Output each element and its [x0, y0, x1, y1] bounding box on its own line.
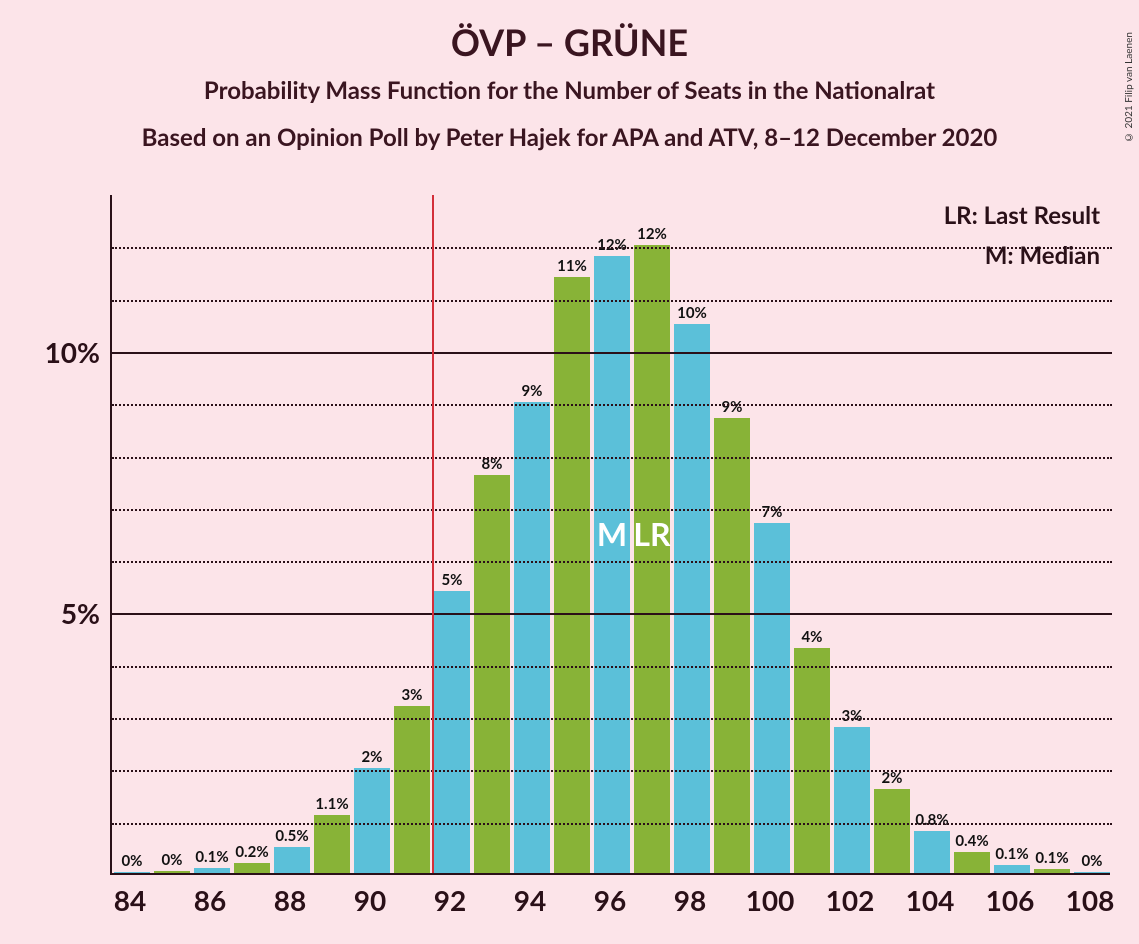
x-axis-label: 90 — [354, 883, 386, 917]
bar: 11% — [554, 277, 591, 873]
bar: 9% — [514, 402, 551, 873]
gridline-minor — [112, 718, 1112, 720]
vertical-reference-line — [432, 195, 434, 873]
gridline-minor — [112, 404, 1112, 406]
bar-value-label: 10% — [677, 304, 707, 322]
bar: 9% — [714, 418, 751, 873]
bar: 0% — [154, 871, 191, 873]
gridline-minor — [112, 770, 1112, 772]
bar-value-label: 5% — [441, 571, 462, 589]
gridline-minor — [112, 561, 1112, 563]
x-axis-label: 86 — [194, 883, 226, 917]
y-axis-label: 10% — [20, 335, 100, 369]
bar-value-label: 0% — [1081, 852, 1102, 870]
bar: 3% — [834, 727, 871, 873]
gridline-minor — [112, 457, 1112, 459]
bar-value-label: 0% — [121, 852, 142, 870]
bar-value-label: 9% — [721, 398, 742, 416]
bar-value-label: 7% — [761, 503, 782, 521]
bar: 0% — [1074, 872, 1111, 873]
chart-area: LR: Last Result M: Median 0%0%0.1%0.2%0.… — [110, 195, 1110, 875]
bar: 0.8% — [914, 831, 951, 873]
bar-value-label: 0.5% — [275, 827, 308, 845]
bar: 5% — [434, 591, 471, 873]
x-axis-label: 108 — [1066, 883, 1115, 917]
bar-value-label: 0.2% — [235, 843, 268, 861]
x-axis-label: 92 — [434, 883, 466, 917]
bar: 0.2% — [234, 863, 271, 873]
bar: 2% — [874, 789, 911, 873]
bar: 7% — [754, 523, 791, 873]
bar-value-label: 0.1% — [195, 848, 228, 866]
bar: 8% — [474, 475, 511, 873]
bar: 4% — [794, 648, 831, 873]
bar-value-label: 11% — [557, 257, 587, 275]
gridline-minor — [112, 666, 1112, 668]
gridline-major — [112, 352, 1112, 354]
bar-value-label: 4% — [801, 628, 822, 646]
gridline-minor — [112, 509, 1112, 511]
x-axis-label: 98 — [674, 883, 706, 917]
bar: 12% — [634, 245, 671, 873]
bar-value-label: 9% — [521, 382, 542, 400]
chart-title: ÖVP – GRÜNE — [0, 20, 1139, 64]
gridline-minor — [112, 300, 1112, 302]
x-axis-label: 106 — [986, 883, 1035, 917]
bar-value-label: 12% — [597, 236, 627, 254]
bar-value-label: 0.8% — [915, 811, 948, 829]
chart-source-line: Based on an Opinion Poll by Peter Hajek … — [0, 123, 1139, 152]
last-result-marker: LR — [633, 514, 670, 553]
bar: 0.1% — [194, 868, 231, 873]
bar-value-label: 3% — [401, 686, 422, 704]
x-axis-label: 96 — [594, 883, 626, 917]
x-axis-label: 94 — [514, 883, 546, 917]
x-axis-label: 88 — [274, 883, 306, 917]
bar-value-label: 12% — [637, 225, 667, 243]
bar-value-label: 0.1% — [1035, 849, 1068, 867]
plot-region: LR: Last Result M: Median 0%0%0.1%0.2%0.… — [110, 195, 1110, 875]
x-axis-label: 102 — [826, 883, 875, 917]
bar: 0% — [114, 872, 151, 873]
y-axis-label: 5% — [20, 596, 100, 630]
bar-value-label: 2% — [361, 748, 382, 766]
copyright-text: © 2021 Filip van Laenen — [1123, 32, 1135, 143]
bar: 2% — [354, 768, 391, 873]
median-marker: M — [597, 514, 627, 553]
bar: 0.4% — [954, 852, 991, 873]
chart-subtitle: Probability Mass Function for the Number… — [0, 76, 1139, 105]
gridline-minor — [112, 823, 1112, 825]
bar: 0.1% — [1034, 869, 1071, 873]
bar-value-label: 3% — [841, 707, 862, 725]
x-axis-label: 84 — [114, 883, 146, 917]
bar-value-label: 0% — [161, 851, 182, 869]
bar: 0.5% — [274, 847, 311, 873]
bar: 0.1% — [994, 865, 1031, 873]
bar: 3% — [394, 706, 431, 873]
x-axis-label: 104 — [906, 883, 955, 917]
x-axis-label: 100 — [746, 883, 795, 917]
bar-value-label: 0.4% — [955, 832, 988, 850]
gridline-minor — [112, 247, 1112, 249]
gridline-major — [112, 613, 1112, 615]
bar-value-label: 0.1% — [995, 845, 1028, 863]
bar: 12% — [594, 256, 631, 873]
bar-value-label: 1.1% — [315, 795, 348, 813]
